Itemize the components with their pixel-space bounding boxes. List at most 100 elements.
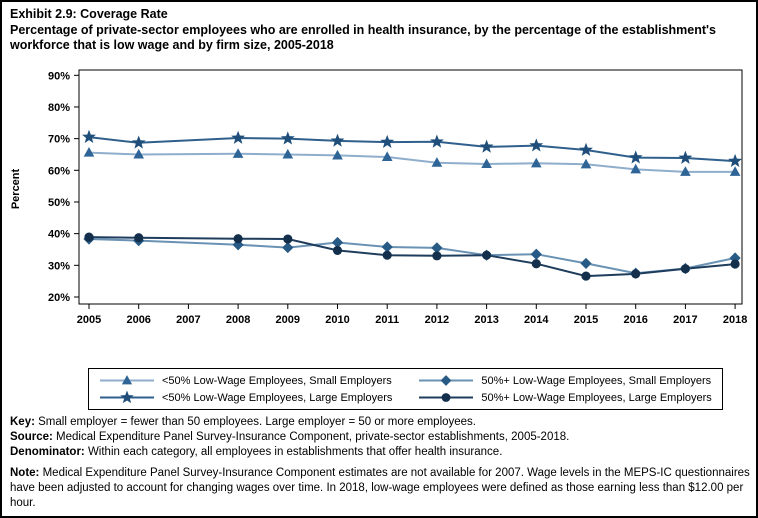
circle-marker — [631, 269, 641, 279]
star-marker — [479, 139, 494, 153]
triangle-marker — [232, 148, 244, 158]
triangle-marker — [381, 151, 393, 162]
y-tick-label: 90% — [48, 70, 70, 82]
y-tick-label: 20% — [48, 292, 70, 304]
y-tick-label: 40% — [48, 229, 70, 241]
series-markers-ge50-large — [84, 232, 740, 281]
y-tick-label: 70% — [48, 134, 70, 146]
diamond-marker — [530, 248, 542, 260]
footnote-key-text: Small employer = fewer than 50 employees… — [38, 416, 476, 428]
x-tick-label: 2010 — [325, 314, 349, 326]
legend-column: 50%+ Low-Wage Employees, Small Employers… — [418, 372, 712, 406]
x-tick-label: 2013 — [474, 314, 498, 326]
x-tick-label: 2012 — [425, 314, 449, 326]
star-marker — [131, 135, 146, 149]
star-marker — [82, 129, 96, 143]
triangle-marker — [282, 148, 294, 159]
chart-title-line1: Exhibit 2.9: Coverage Rate — [10, 7, 168, 21]
triangle-marker — [481, 158, 492, 169]
footnote-denominator-text: Within each category, all employees in e… — [87, 446, 503, 458]
legend-label: <50% Low-Wage Employees, Small Employers — [162, 374, 392, 387]
triangle-marker — [729, 166, 741, 176]
triangle-icon — [121, 375, 133, 385]
triangle-marker — [580, 158, 592, 169]
footnote-denominator: Denominator: Within each category, all e… — [10, 445, 752, 460]
circle-marker — [382, 250, 392, 260]
triangle-marker — [133, 148, 145, 159]
diamond-legend-icon — [419, 375, 474, 386]
x-tick-label: 2007 — [176, 314, 200, 326]
x-tick-label: 2017 — [673, 314, 697, 326]
footnote-denominator-label: Denominator: — [10, 446, 85, 458]
circle-marker — [84, 232, 94, 242]
diamond-marker — [580, 257, 592, 270]
x-tick-label: 2005 — [77, 314, 101, 326]
chart-title: Exhibit 2.9: Coverage Rate Percentage of… — [10, 7, 752, 54]
chart-title-line2: Percentage of private-sector employees w… — [10, 22, 716, 53]
circle-marker — [332, 245, 343, 256]
legend-label: <50% Low-Wage Employees, Large Employers — [162, 391, 393, 404]
chart-legend: <50% Low-Wage Employees, Small Employers… — [88, 368, 723, 410]
star-marker — [628, 150, 643, 164]
circle-marker — [680, 264, 690, 274]
y-axis-label: Percent — [10, 168, 22, 209]
footnote-key: Key: Small employer = fewer than 50 empl… — [10, 415, 752, 430]
circle-legend-icon — [419, 393, 474, 402]
x-tick-label: 2006 — [126, 314, 150, 326]
x-tick-label: 2015 — [574, 314, 598, 326]
x-tick-label: 2018 — [723, 314, 747, 326]
legend-item-lt50-small: <50% Low-Wage Employees, Small Employers — [99, 372, 392, 389]
star-marker — [429, 134, 444, 148]
y-tick-label: 50% — [48, 197, 70, 209]
circle-icon — [441, 393, 451, 402]
circle-marker — [730, 259, 740, 269]
circle-marker — [531, 259, 541, 269]
circle-marker — [233, 234, 243, 244]
triangle-marker — [530, 157, 542, 168]
legend-item-ge50-small: 50%+ Low-Wage Employees, Small Employers — [418, 372, 711, 389]
star-legend-icon — [100, 390, 154, 404]
triangle-marker — [83, 146, 95, 157]
footnotes: Key: Small employer = fewer than 50 empl… — [10, 415, 752, 511]
footnote-note-label: Note: — [10, 467, 40, 479]
triangle-marker — [431, 157, 443, 167]
triangle-marker — [680, 166, 691, 176]
y-tick-label: 60% — [48, 165, 70, 177]
triangle-legend-icon — [100, 375, 154, 385]
plot-frame — [78, 69, 743, 305]
y-tick-label: 80% — [48, 102, 70, 114]
triangle-marker — [332, 149, 343, 160]
legend-item-lt50-large: <50% Low-Wage Employees, Large Employers — [99, 389, 392, 406]
y-tick-label: 30% — [48, 260, 70, 272]
footnote-source-text: Medical Expenditure Panel Survey-Insuran… — [56, 431, 570, 443]
footnote-key-label: Key: — [10, 416, 35, 428]
footnote-source: Source: Medical Expenditure Panel Survey… — [10, 430, 752, 445]
circle-marker — [482, 250, 492, 260]
star-icon — [120, 390, 134, 404]
series-markers-lt50-large — [82, 129, 743, 168]
x-tick-label: 2011 — [375, 314, 399, 326]
star-marker — [330, 133, 345, 147]
x-tick-label: 2016 — [623, 314, 647, 326]
star-marker — [678, 150, 693, 164]
star-marker — [529, 138, 544, 152]
star-marker — [231, 130, 246, 144]
diamond-icon — [441, 375, 452, 386]
x-tick-label: 2009 — [276, 314, 300, 326]
footnote-source-label: Source: — [10, 431, 53, 443]
footnote-note-text: Medical Expenditure Panel Survey-Insuran… — [10, 467, 750, 509]
circle-marker — [134, 233, 144, 243]
diamond-marker — [282, 241, 294, 254]
diamond-marker — [381, 241, 393, 253]
diamond-marker — [331, 236, 344, 249]
x-tick-label: 2014 — [524, 314, 549, 326]
legend-label: 50%+ Low-Wage Employees, Large Employers — [481, 391, 712, 404]
triangle-marker — [630, 163, 642, 174]
star-marker — [728, 153, 743, 168]
diamond-marker — [431, 242, 443, 254]
circle-marker — [581, 271, 591, 281]
series-markers-lt50-small — [83, 146, 741, 176]
legend-item-ge50-large: 50%+ Low-Wage Employees, Large Employers — [418, 389, 712, 406]
line-chart: 20% 30% 40% 50% 60% 70% 80% 90% 2005 2006 2007 2008… — [10, 69, 747, 326]
